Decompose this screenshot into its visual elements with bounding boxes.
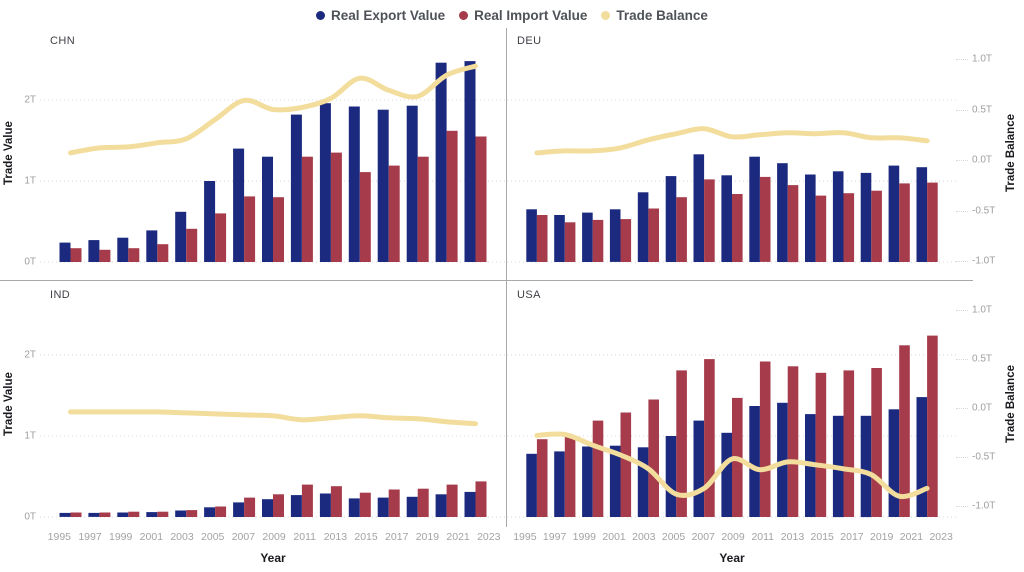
balance-swatch-icon — [601, 10, 611, 20]
left-tick-label: 0T — [24, 256, 36, 268]
year-label: 2015 — [354, 531, 378, 543]
year-label: 2021 — [899, 531, 924, 543]
x-axis-title-right: Year — [719, 551, 745, 565]
year-label: 2001 — [139, 531, 164, 543]
right-tick-mark — [956, 310, 968, 311]
left-tick-label: 1T — [24, 175, 36, 187]
horizontal-panel-divider — [0, 280, 973, 281]
panel-chn: CHN — [40, 28, 506, 278]
vertical-panel-divider — [506, 28, 507, 527]
x-axis-years-right: 1995 1997 1999 2001 2003 2005 2007 2009 2011 2013… — [510, 531, 956, 545]
left-tick-label: 1T — [24, 430, 36, 442]
x-axis-years-left: 1995 1997 1999 2001 2003 2005 2007 2009 2011 2013… — [44, 531, 504, 545]
right-tick-label: 0.5T — [972, 353, 993, 365]
year-label: 2019 — [870, 531, 894, 543]
right-tick-label: 1.0T — [972, 304, 993, 316]
right-tick-mark — [956, 457, 968, 458]
right-tick-label: -1.0T — [972, 255, 996, 267]
year-label: 2023 — [477, 531, 501, 543]
panel-title-usa: USA — [517, 289, 541, 301]
year-label: 2023 — [929, 531, 953, 543]
panel-title-ind: IND — [50, 289, 71, 301]
right-tick-label: -0.5T — [972, 205, 996, 216]
year-label: 1995 — [513, 531, 537, 543]
right-tick-mark — [956, 261, 968, 262]
panel-title-chn: CHN — [50, 35, 76, 47]
right-tick-label: -1.0T — [972, 500, 996, 512]
year-label: 1999 — [109, 531, 133, 543]
legend-item-balance[interactable]: Trade Balance — [601, 8, 708, 23]
right-tick-mark — [956, 210, 968, 212]
year-label: 2009 — [721, 531, 745, 543]
right-axis-title-bottom: Trade Balance — [1005, 365, 1017, 443]
year-label: 2001 — [602, 531, 626, 543]
year-label: 2005 — [201, 531, 225, 543]
right-tick-mark — [956, 506, 968, 507]
deu-chart — [507, 99, 957, 263]
legend-label-import: Real Import Value — [474, 7, 588, 23]
right-tick-mark — [956, 408, 968, 409]
left-tick-label: 2T — [24, 94, 36, 106]
year-label: 2009 — [262, 531, 286, 543]
year-label: 2013 — [780, 531, 805, 543]
legend-label-balance: Trade Balance — [616, 7, 708, 23]
year-label: 2005 — [661, 531, 686, 543]
legend-label-export: Real Export Value — [331, 7, 446, 23]
year-label: 2007 — [231, 531, 256, 543]
legend-item-export[interactable]: Real Export Value — [316, 8, 445, 23]
year-label: 2003 — [170, 531, 194, 543]
year-label: 2011 — [293, 531, 316, 543]
year-label: 1995 — [47, 531, 72, 543]
right-tick-mark — [956, 359, 968, 360]
right-tick-mark — [956, 59, 968, 60]
left-tick-label: 2T — [24, 349, 36, 361]
panel-ind: IND — [40, 282, 506, 526]
right-tick-label: 0.5T — [972, 104, 993, 115]
year-label: 1997 — [542, 531, 567, 543]
chn-chart — [40, 61, 506, 263]
year-label: 2011 — [751, 531, 775, 543]
ind-chart — [40, 354, 506, 518]
usa-chart — [507, 335, 957, 518]
right-axis-title-top: Trade Balance — [1005, 114, 1017, 192]
left-tick-label: 0T — [24, 511, 36, 523]
year-label: 2017 — [840, 531, 864, 543]
panel-usa: USA — [507, 282, 957, 526]
year-label: 2015 — [810, 531, 834, 543]
year-label: 2013 — [323, 531, 348, 543]
year-label: 1999 — [572, 531, 597, 543]
right-tick-mark — [956, 160, 968, 161]
right-tick-label: -0.5T — [972, 451, 996, 463]
year-label: 2007 — [691, 531, 715, 543]
year-label: 2019 — [415, 531, 440, 543]
right-tick-label: 0.0T — [972, 402, 993, 414]
year-label: 1997 — [78, 531, 102, 543]
year-label: 2017 — [385, 531, 409, 543]
legend-item-import[interactable]: Real Import Value — [459, 8, 587, 23]
year-label: 2003 — [632, 531, 656, 543]
left-axis-title-top: Trade Value — [3, 121, 15, 185]
x-axis-title-left: Year — [260, 551, 286, 565]
panel-title-deu: DEU — [517, 35, 542, 47]
right-tick-mark — [956, 109, 968, 111]
year-label: 2021 — [446, 531, 470, 543]
import-swatch-icon — [459, 10, 469, 20]
right-tick-label: 1.0T — [972, 53, 993, 65]
left-axis-title-bottom: Trade Value — [3, 372, 15, 436]
panel-deu: DEU — [507, 28, 957, 278]
legend: Real Export Value Real Import Value Trad… — [0, 4, 1024, 26]
right-tick-label: 0.0T — [972, 154, 993, 166]
export-swatch-icon — [316, 10, 326, 20]
